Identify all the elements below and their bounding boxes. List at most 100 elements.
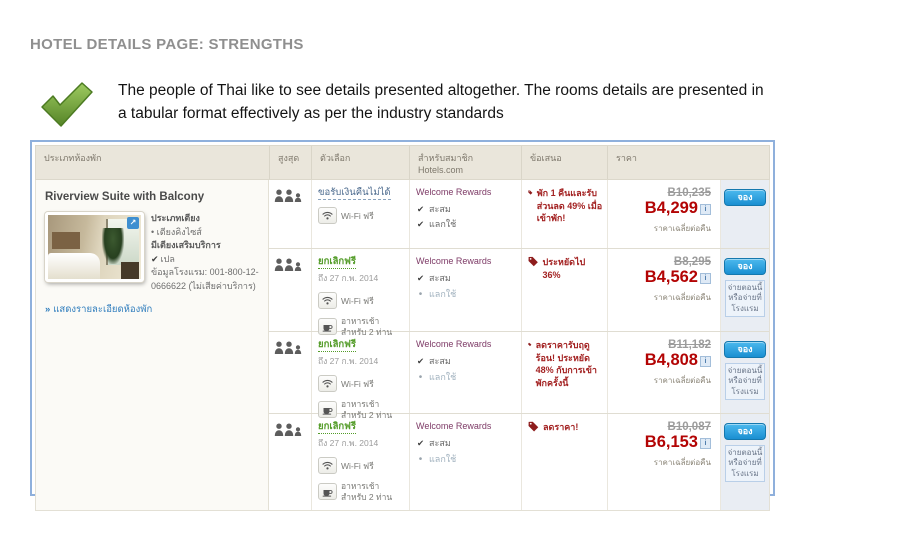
rewards-collect: ✔ สะสม (416, 436, 515, 451)
rewards-redeem: • แลกใช้ (416, 369, 515, 386)
price-cell: B8,295 B4,562 i ราคาเฉลี่ยต่อคืน (607, 249, 720, 331)
rewards-title: Welcome Rewards (416, 339, 492, 349)
price-note: ราคาเฉลี่ยต่อคืน (653, 292, 711, 302)
header-options: ตัวเลือก (311, 146, 409, 179)
rewards-collect: ✔ สะสม (416, 354, 515, 369)
room-info-cell: Riverview Suite with Balcony ↗ ประเภทเตี… (36, 180, 269, 510)
room-photo[interactable]: ↗ (45, 212, 144, 282)
bullet-icon: • (418, 372, 423, 384)
price-note: ราคาเฉลี่ยต่อคืน (653, 457, 711, 467)
offer-cell: ลดราคารับฤดูร้อน! ประหยัด 48% กับการเข้า… (521, 332, 607, 413)
book-button[interactable]: จอง (724, 423, 766, 440)
rewards-cell: Welcome Rewards ✔ สะสม ✔ แลกใช้ (409, 180, 521, 248)
rewards-cell: Welcome Rewards ✔ สะสม • แลกใช้ (409, 249, 521, 331)
offer-cell: พัก 1 คืนและรับส่วนลด 49% เมื่อเข้าพัก! (521, 180, 607, 248)
wifi-amenity: Wi-Fi ฟรี (318, 292, 403, 310)
occupancy-icons (274, 189, 302, 202)
current-price: B4,808 (644, 351, 698, 369)
price-tag-icon (528, 190, 533, 195)
header-room-type: ประเภทห้องพัก (44, 153, 102, 163)
occupancy-icons (274, 258, 302, 271)
photo-plant (101, 227, 125, 264)
breakfast-label: อาหารเช้าสำหรับ 2 ท่าน (341, 316, 393, 337)
current-price: B6,153 (644, 433, 698, 451)
offer-text: พัก 1 คืนและรับส่วนลด 49% เมื่อเข้าพัก! (536, 188, 603, 224)
table-header-row: ประเภทห้องพัก สูงสุด ตัวเลือก สำหรับสมาช… (35, 145, 770, 180)
table-row: ยกเลิกฟรี ถึง 27 ก.พ. 2014 Wi-Fi ฟรี (269, 414, 769, 510)
breakfast-icon (318, 483, 337, 501)
breakfast-label: อาหารเช้าสำหรับ 2 ท่าน (341, 399, 393, 420)
price-note: ราคาเฉลี่ยต่อคืน (653, 223, 711, 233)
photo-chair (120, 261, 140, 279)
wifi-label: Wi-Fi ฟรี (341, 378, 374, 389)
free-cancellation-link[interactable]: ยกเลิกฟรี (318, 256, 356, 270)
header-offer: ข้อเสนอ (521, 146, 607, 179)
check-icon: ✔ (416, 219, 425, 230)
price-note: ราคาเฉลี่ยต่อคืน (653, 375, 711, 385)
occupancy-cell (269, 180, 311, 248)
current-price: B4,299 (644, 199, 698, 217)
header-max-occupancy: สูงสุด (269, 146, 311, 179)
info-icon[interactable]: i (700, 273, 711, 284)
free-cancellation-link[interactable]: ยกเลิกฟรี (318, 421, 356, 435)
pay-note: จ่ายตอนนี้ หรือจ่ายที่โรงแรม (725, 280, 765, 318)
breakfast-amenity: อาหารเช้าสำหรับ 2 ท่าน (318, 316, 403, 337)
cancel-until: ถึง 27 ก.พ. 2014 (318, 356, 379, 367)
table-row: ยกเลิกฟรี ถึง 27 ก.พ. 2014 Wi-Fi ฟรี (269, 332, 769, 420)
room-details-link[interactable]: » แสดงรายละเอียดห้องพัก (45, 304, 153, 315)
wifi-amenity: Wi-Fi ฟรี (318, 207, 403, 225)
hotel-rooms-table: ประเภทห้องพัก สูงสุด ตัวเลือก สำหรับสมาช… (30, 140, 775, 511)
occupancy-icons (274, 341, 302, 354)
hotel-info: ข้อมูลโรงแรม: 001-800-12-0666622 (ไม่เสี… (151, 267, 259, 291)
rewards-redeem: ✔ แลกใช้ (416, 217, 515, 232)
cancellation-link[interactable]: ขอรับเงินคืนไม่ได้ (318, 187, 391, 201)
table-row: ขอรับเงินคืนไม่ได้ Wi-Fi ฟรี Welcome Rew… (269, 180, 769, 249)
current-price: B4,562 (644, 268, 698, 286)
bullet-icon: • (418, 289, 423, 301)
extra-bed-label: มีเตียงเสริมบริการ (151, 240, 221, 250)
rewards-title: Welcome Rewards (416, 421, 492, 431)
breakfast-label: อาหารเช้าสำหรับ 2 ท่าน (341, 481, 393, 502)
book-button[interactable]: จอง (724, 258, 766, 275)
offer-text: ลดราคา! (543, 422, 579, 432)
wifi-label: Wi-Fi ฟรี (341, 460, 374, 471)
book-button[interactable]: จอง (724, 189, 766, 206)
old-price: B10,235 (667, 187, 711, 199)
wifi-amenity: Wi-Fi ฟรี (318, 375, 403, 393)
occupancy-icons (274, 423, 302, 436)
check-icon: ✔ (416, 273, 425, 283)
price-cell: B11,182 B4,808 i ราคาเฉลี่ยต่อคืน (607, 332, 720, 413)
header-member: สำหรับสมาชิก Hotels.com (409, 146, 521, 179)
wifi-label: Wi-Fi ฟรี (341, 295, 374, 306)
bullet-icon: • (151, 226, 155, 237)
info-icon[interactable]: i (700, 356, 711, 367)
price-tag-icon (528, 256, 538, 267)
free-cancellation-link[interactable]: ยกเลิกฟรี (318, 339, 356, 353)
options-cell: ยกเลิกฟรี ถึง 27 ก.พ. 2014 Wi-Fi ฟรี (311, 332, 409, 420)
rewards-title: Welcome Rewards (416, 187, 492, 197)
check-icon: ✔ (151, 253, 159, 264)
options-cell: ยกเลิกฟรี ถึง 27 ก.พ. 2014 Wi-Fi ฟรี (311, 414, 409, 510)
info-icon[interactable]: i (700, 438, 711, 449)
info-icon[interactable]: i (700, 204, 711, 215)
rewards-cell: Welcome Rewards ✔ สะสม • แลกใช้ (409, 332, 521, 413)
wifi-icon (318, 375, 337, 393)
book-button[interactable]: จอง (724, 341, 766, 358)
lead-text: The people of Thai like to see details p… (118, 82, 764, 123)
check-icon: ✔ (416, 438, 425, 448)
success-check-icon (38, 80, 96, 130)
breakfast-amenity: อาหารเช้าสำหรับ 2 ท่าน (318, 399, 403, 420)
photo-enlarge-icon[interactable]: ↗ (127, 217, 139, 229)
pay-note: จ่ายตอนนี้ หรือจ่ายที่โรงแรม (725, 445, 765, 483)
room-specs: ประเภทเตียง • เตียงคิงไซส์ มีเตียงเสริมบ… (151, 212, 259, 293)
room-name: Riverview Suite with Balcony (45, 191, 205, 203)
rewards-cell: Welcome Rewards ✔ สะสม • แลกใช้ (409, 414, 521, 510)
crib-item: ✔ เปล (151, 253, 175, 264)
options-cell: ยกเลิกฟรี ถึง 27 ก.พ. 2014 Wi-Fi ฟรี (311, 249, 409, 337)
wifi-amenity: Wi-Fi ฟรี (318, 457, 403, 475)
bed-type-item: • เตียงคิงไซส์ (151, 226, 202, 237)
occupancy-cell (269, 414, 311, 510)
cancel-until: ถึง 27 ก.พ. 2014 (318, 273, 379, 284)
offer-text: ประหยัดไป 36% (542, 257, 586, 280)
booking-cell: จอง จ่ายตอนนี้ หรือจ่ายที่โรงแรม (720, 332, 769, 413)
